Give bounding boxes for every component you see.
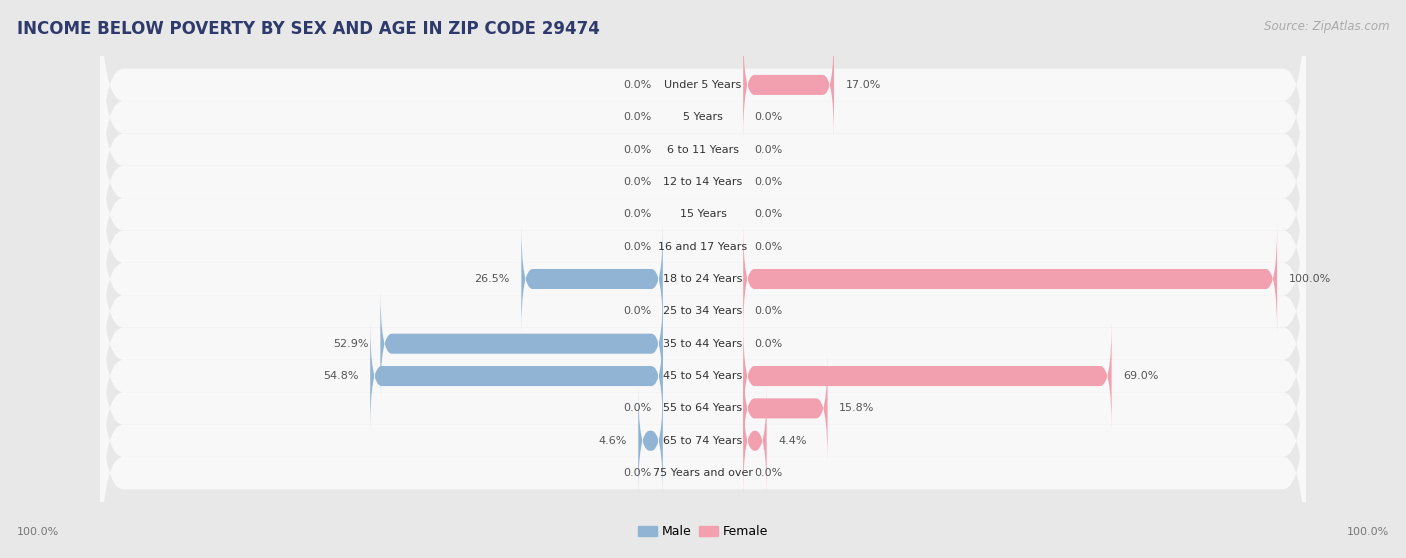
FancyBboxPatch shape: [100, 360, 1306, 558]
Text: 0.0%: 0.0%: [623, 403, 651, 413]
Text: 0.0%: 0.0%: [623, 177, 651, 187]
Text: 0.0%: 0.0%: [623, 209, 651, 219]
FancyBboxPatch shape: [370, 321, 662, 431]
FancyBboxPatch shape: [100, 230, 1306, 457]
Text: 26.5%: 26.5%: [474, 274, 510, 284]
FancyBboxPatch shape: [100, 198, 1306, 425]
FancyBboxPatch shape: [744, 386, 766, 496]
Text: Under 5 Years: Under 5 Years: [665, 80, 741, 90]
Text: 16 and 17 Years: 16 and 17 Years: [658, 242, 748, 252]
Legend: Male, Female: Male, Female: [638, 526, 768, 538]
Text: 0.0%: 0.0%: [623, 112, 651, 122]
Text: 6 to 11 Years: 6 to 11 Years: [666, 145, 740, 155]
FancyBboxPatch shape: [744, 30, 834, 140]
FancyBboxPatch shape: [522, 224, 662, 334]
Text: 0.0%: 0.0%: [755, 177, 783, 187]
Text: 0.0%: 0.0%: [623, 145, 651, 155]
Text: 0.0%: 0.0%: [755, 468, 783, 478]
Text: 0.0%: 0.0%: [755, 339, 783, 349]
Text: 4.6%: 4.6%: [599, 436, 627, 446]
Text: 100.0%: 100.0%: [1347, 527, 1389, 537]
Text: 15.8%: 15.8%: [839, 403, 875, 413]
FancyBboxPatch shape: [744, 321, 1112, 431]
Text: 75 Years and over: 75 Years and over: [652, 468, 754, 478]
Text: Source: ZipAtlas.com: Source: ZipAtlas.com: [1264, 20, 1389, 32]
FancyBboxPatch shape: [638, 386, 662, 496]
Text: 69.0%: 69.0%: [1123, 371, 1159, 381]
FancyBboxPatch shape: [100, 101, 1306, 328]
Text: 65 to 74 Years: 65 to 74 Years: [664, 436, 742, 446]
Text: 0.0%: 0.0%: [755, 145, 783, 155]
FancyBboxPatch shape: [100, 295, 1306, 522]
Text: 5 Years: 5 Years: [683, 112, 723, 122]
FancyBboxPatch shape: [100, 0, 1306, 198]
Text: 0.0%: 0.0%: [623, 468, 651, 478]
FancyBboxPatch shape: [100, 166, 1306, 392]
Text: 18 to 24 Years: 18 to 24 Years: [664, 274, 742, 284]
Text: 0.0%: 0.0%: [755, 306, 783, 316]
Text: 55 to 64 Years: 55 to 64 Years: [664, 403, 742, 413]
Text: 100.0%: 100.0%: [17, 527, 59, 537]
Text: 45 to 54 Years: 45 to 54 Years: [664, 371, 742, 381]
Text: 54.8%: 54.8%: [323, 371, 359, 381]
FancyBboxPatch shape: [381, 289, 662, 398]
Text: 25 to 34 Years: 25 to 34 Years: [664, 306, 742, 316]
Text: 4.4%: 4.4%: [778, 436, 807, 446]
Text: 17.0%: 17.0%: [845, 80, 880, 90]
FancyBboxPatch shape: [100, 133, 1306, 360]
FancyBboxPatch shape: [744, 354, 828, 463]
Text: 0.0%: 0.0%: [755, 209, 783, 219]
Text: 35 to 44 Years: 35 to 44 Years: [664, 339, 742, 349]
FancyBboxPatch shape: [100, 69, 1306, 295]
Text: 0.0%: 0.0%: [755, 112, 783, 122]
Text: 0.0%: 0.0%: [623, 306, 651, 316]
Text: 12 to 14 Years: 12 to 14 Years: [664, 177, 742, 187]
Text: 100.0%: 100.0%: [1289, 274, 1331, 284]
Text: INCOME BELOW POVERTY BY SEX AND AGE IN ZIP CODE 29474: INCOME BELOW POVERTY BY SEX AND AGE IN Z…: [17, 20, 600, 37]
FancyBboxPatch shape: [100, 4, 1306, 230]
Text: 15 Years: 15 Years: [679, 209, 727, 219]
FancyBboxPatch shape: [100, 36, 1306, 263]
FancyBboxPatch shape: [100, 328, 1306, 554]
Text: 0.0%: 0.0%: [755, 242, 783, 252]
FancyBboxPatch shape: [100, 263, 1306, 489]
Text: 0.0%: 0.0%: [623, 242, 651, 252]
Text: 52.9%: 52.9%: [333, 339, 368, 349]
Text: 0.0%: 0.0%: [623, 80, 651, 90]
FancyBboxPatch shape: [744, 224, 1277, 334]
